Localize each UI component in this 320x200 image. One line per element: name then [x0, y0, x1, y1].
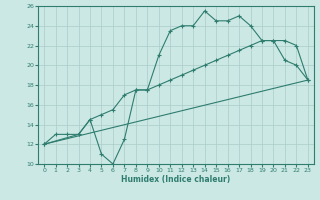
X-axis label: Humidex (Indice chaleur): Humidex (Indice chaleur): [121, 175, 231, 184]
